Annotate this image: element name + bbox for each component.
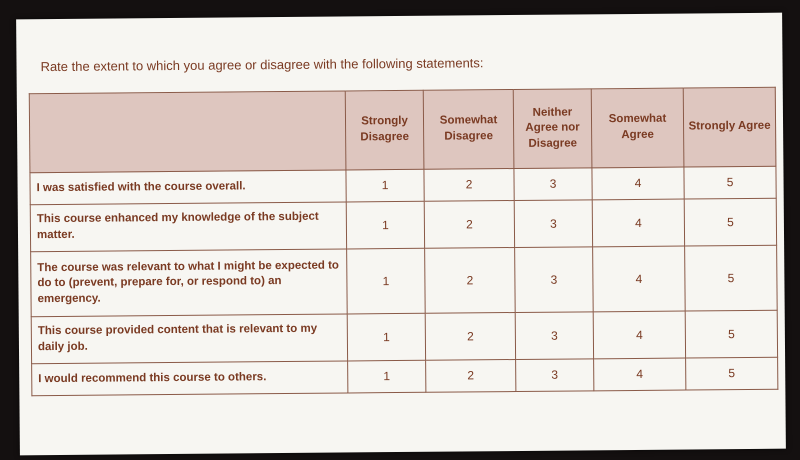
rating-cell: 4 bbox=[592, 246, 686, 312]
statement-cell: This course provided content that is rel… bbox=[31, 313, 348, 364]
header-row: Strongly Disagree Somewhat Disagree Neit… bbox=[29, 87, 776, 173]
rating-cell: 5 bbox=[684, 198, 777, 247]
rating-cell: 5 bbox=[684, 245, 778, 312]
rating-cell: 4 bbox=[593, 311, 686, 359]
rating-cell: 1 bbox=[347, 360, 426, 393]
survey-slide: Rate the extent to which you agree or di… bbox=[16, 12, 786, 456]
statement-cell: The course was relevant to what I might … bbox=[30, 248, 348, 317]
rating-cell: 4 bbox=[593, 358, 686, 391]
table-row: The course was relevant to what I might … bbox=[30, 245, 778, 317]
rating-cell: 5 bbox=[685, 310, 778, 359]
rating-cell: 3 bbox=[515, 358, 594, 392]
column-header: Somewhat Agree bbox=[591, 88, 684, 168]
column-header: Strongly Disagree bbox=[345, 90, 424, 170]
rating-cell: 2 bbox=[423, 168, 515, 202]
rating-cell: 2 bbox=[425, 359, 516, 393]
table-row: This course provided content that is rel… bbox=[31, 310, 778, 364]
rating-cell: 5 bbox=[685, 357, 778, 391]
table-row: This course enhanced my knowledge of the… bbox=[30, 198, 777, 252]
rating-cell: 3 bbox=[513, 167, 593, 201]
rating-cell: 5 bbox=[683, 166, 777, 200]
table-row: I would recommend this course to others.… bbox=[31, 357, 778, 396]
statement-header bbox=[29, 90, 346, 173]
rating-cell: 1 bbox=[347, 313, 426, 361]
rating-cell: 1 bbox=[346, 201, 425, 249]
rating-cell: 2 bbox=[425, 312, 516, 361]
column-header: Strongly Agree bbox=[683, 87, 776, 168]
statement-cell: This course enhanced my knowledge of the… bbox=[30, 201, 347, 252]
rating-cell: 2 bbox=[424, 247, 516, 314]
column-header: Neither Agree nor Disagree bbox=[513, 88, 592, 169]
rating-cell: 4 bbox=[592, 199, 685, 247]
survey-prompt: Rate the extent to which you agree or di… bbox=[40, 55, 484, 75]
rating-cell: 3 bbox=[514, 246, 594, 313]
rating-cell: 3 bbox=[515, 311, 594, 360]
statement-cell: I would recommend this course to others. bbox=[31, 360, 348, 396]
rating-cell: 2 bbox=[424, 200, 515, 249]
column-header: Somewhat Disagree bbox=[423, 89, 514, 170]
rating-cell: 1 bbox=[345, 169, 425, 202]
rating-table: Strongly Disagree Somewhat Disagree Neit… bbox=[29, 87, 779, 397]
statement-cell: I was satisfied with the course overall. bbox=[29, 169, 347, 205]
rating-cell: 3 bbox=[514, 199, 593, 248]
rating-cell: 4 bbox=[591, 167, 685, 200]
rating-cell: 1 bbox=[346, 248, 426, 314]
